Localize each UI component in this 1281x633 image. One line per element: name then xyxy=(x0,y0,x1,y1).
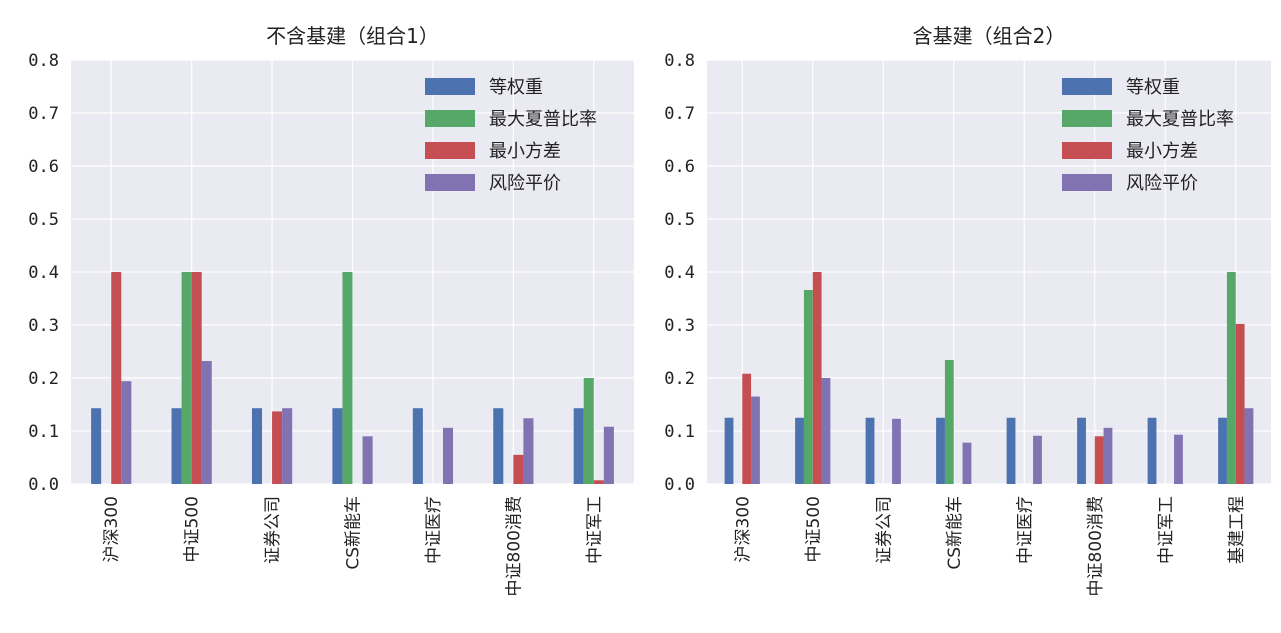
bar xyxy=(191,272,202,484)
bar xyxy=(332,408,343,484)
legend-label: 风险平价 xyxy=(489,173,561,194)
bar xyxy=(523,418,534,484)
legend-label: 风险平价 xyxy=(1126,173,1198,194)
bar xyxy=(1006,417,1016,484)
chart-without-infrastructure: 0.0 0.1 0.2 0.3 0.4 0.5 0.6 0.7 0.8 沪深300 中证500 证券公… xyxy=(28,24,634,596)
y-tick-label: 0.6 xyxy=(28,157,59,177)
legend-swatch xyxy=(1062,110,1112,127)
legend-label: 等权重 xyxy=(489,77,543,98)
x-tick-label: 中证军工 xyxy=(1156,496,1176,564)
y-tick-label: 0.4 xyxy=(28,263,59,283)
bar xyxy=(442,427,454,484)
chart-with-infrastructure: 0.0 0.1 0.2 0.3 0.4 0.5 0.6 0.7 0.8 沪深300 中证500 证券公… xyxy=(664,24,1271,596)
y-tick-label: 0.0 xyxy=(664,475,695,495)
bar xyxy=(111,272,122,484)
y-tick-label: 0.1 xyxy=(28,422,59,442)
bar xyxy=(795,417,804,484)
bar xyxy=(742,373,752,484)
y-tick-label: 0.2 xyxy=(28,369,59,389)
bar xyxy=(121,381,132,484)
y-tick-label: 0.4 xyxy=(664,263,695,283)
x-tick-label: 中证500 xyxy=(183,496,203,562)
bar xyxy=(1226,272,1236,484)
y-tick-label: 0.3 xyxy=(28,316,59,336)
bar xyxy=(1244,408,1254,484)
x-tick-label: 中证800消费 xyxy=(1086,496,1106,596)
bar xyxy=(803,290,813,484)
legend-swatch xyxy=(425,78,475,95)
y-tick-label: 0.0 xyxy=(28,475,59,495)
bar xyxy=(583,378,594,484)
y-tick-label: 0.5 xyxy=(28,210,59,230)
bar xyxy=(1218,417,1227,484)
x-tick-label: 沪深300 xyxy=(733,496,753,562)
x-tick-label: 基建工程 xyxy=(1227,496,1247,564)
bar xyxy=(593,480,604,484)
y-tick-label: 0.7 xyxy=(664,104,695,124)
y-tick-label: 0.5 xyxy=(664,210,695,230)
x-tick-label: CS新能车 xyxy=(344,496,364,570)
bar xyxy=(865,417,875,484)
bar xyxy=(892,418,901,484)
x-tick-label: 沪深300 xyxy=(102,496,122,562)
bar xyxy=(1033,435,1042,484)
bar xyxy=(962,442,972,484)
legend-swatch xyxy=(1062,142,1112,159)
y-tick-label: 0.3 xyxy=(664,316,695,336)
x-tick-label: 证券公司 xyxy=(874,496,894,564)
y-tick-label: 0.8 xyxy=(28,51,59,71)
y-tick-label: 0.7 xyxy=(28,104,59,124)
legend-swatch xyxy=(425,142,475,159)
chart-title: 不含基建（组合1） xyxy=(266,24,439,48)
bar xyxy=(603,426,614,484)
bar xyxy=(201,361,212,484)
bar xyxy=(513,454,524,484)
bar xyxy=(251,408,263,484)
legend-label: 最大夏普比率 xyxy=(489,109,597,130)
bar xyxy=(724,417,734,484)
bar xyxy=(944,359,954,484)
bar xyxy=(282,408,293,484)
x-tick-label: 中证800消费 xyxy=(504,496,524,596)
legend-label: 最小方差 xyxy=(1126,141,1198,162)
bar xyxy=(171,408,182,484)
y-tick-label: 0.8 xyxy=(664,51,695,71)
x-tick-label: 中证500 xyxy=(804,496,824,562)
y-tick-label: 0.1 xyxy=(664,422,695,442)
bar xyxy=(751,396,760,484)
bar xyxy=(342,272,353,484)
bar xyxy=(1077,417,1086,484)
x-tick-label: CS新能车 xyxy=(945,496,965,570)
legend-swatch xyxy=(425,110,475,127)
bar xyxy=(362,436,373,484)
x-tick-label: 证券公司 xyxy=(263,496,283,564)
bar xyxy=(812,272,822,484)
bar xyxy=(181,272,192,484)
y-tick-label: 0.2 xyxy=(664,369,695,389)
bar xyxy=(1147,417,1157,484)
x-tick-label: 中证医疗 xyxy=(1015,496,1035,564)
legend-label: 最大夏普比率 xyxy=(1126,109,1234,130)
bar xyxy=(91,408,102,484)
bar xyxy=(1235,323,1245,484)
x-tick-label: 中证军工 xyxy=(585,496,605,564)
bar xyxy=(1174,434,1183,484)
legend-swatch xyxy=(1062,78,1112,95)
legend-label: 最小方差 xyxy=(489,141,561,162)
y-tick-label: 0.6 xyxy=(664,157,695,177)
bar xyxy=(1103,427,1113,484)
bar xyxy=(821,378,831,484)
legend-swatch xyxy=(425,174,475,191)
bar xyxy=(573,408,584,484)
bar xyxy=(272,411,283,484)
bar xyxy=(412,408,423,484)
bar xyxy=(936,417,945,484)
x-tick-label: 中证医疗 xyxy=(424,496,444,564)
bar xyxy=(493,408,504,484)
chart-title: 含基建（组合2） xyxy=(913,24,1066,48)
legend-label: 等权重 xyxy=(1126,77,1180,98)
legend-swatch xyxy=(1062,174,1112,191)
bar xyxy=(1094,436,1104,484)
